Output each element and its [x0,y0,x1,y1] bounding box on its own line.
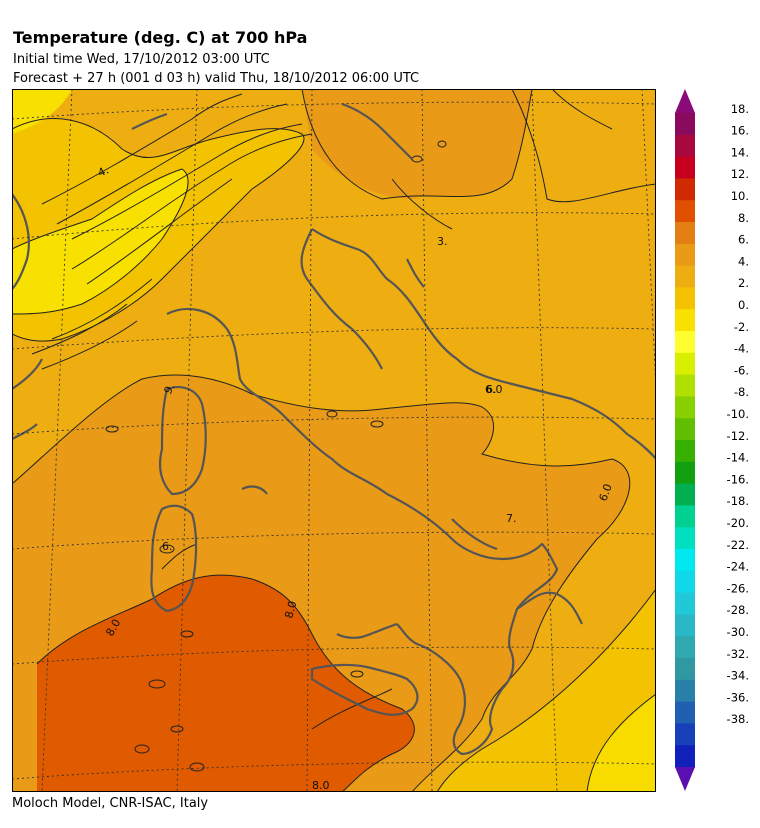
graticule [12,89,656,792]
legend-tick-label: -10. [727,407,749,421]
legend-tick-label: -18. [727,494,749,508]
legend-color-bin [675,592,695,615]
legend-color-bin [675,461,695,485]
legend-tick-label: -34. [727,669,749,683]
legend-tick-label: -26. [727,581,749,595]
legend-tick-label: -6. [734,363,749,377]
legend-color-bin [675,265,695,288]
legend-tick-label: 6. [738,233,749,247]
legend-color-bin [675,745,695,768]
legend-color-bin [675,723,695,746]
legend-tick-label: -16. [727,472,749,486]
legend-color-bin [675,440,695,463]
legend-color-bin [675,222,695,245]
legend-tick-label: 10. [731,189,749,203]
legend-color-bin [675,527,695,550]
legend-color-bin [675,113,695,136]
legend-color-bin [675,156,695,179]
legend-color-bin [675,243,695,267]
legend-tick-label: -20. [727,516,749,530]
legend-labels: 18. 16. 14. 12. 10. 8. 6. 4. 2. 0. -2. -4. -6. -8. -10… [727,102,749,726]
legend-color-bin [675,549,695,572]
chart-title: Temperature (deg. C) at 700 hPa [13,28,308,47]
legend-color-bin [675,505,695,528]
legend-color-bin [675,200,695,223]
legend-color-bin [675,352,695,376]
legend-color-bin [675,483,695,506]
legend-top-arrow [675,89,695,113]
legend-color-bin [675,287,695,310]
contour-label: 8.0 [312,779,330,792]
coastlines [12,102,656,756]
field-0-2-nw [12,169,189,314]
contour-label: 4. [96,163,111,179]
legend-color-bin [675,701,695,724]
legend-tick-label: -4. [734,342,749,356]
legend-tick-label: -22. [727,538,749,552]
field-0-2-se [587,694,656,792]
field-2-4-se [437,589,656,792]
legend-tick-label: -12. [727,429,749,443]
contour-label: 6. [162,540,173,553]
field-8-10 [37,575,415,792]
legend-tick-label: -24. [727,560,749,574]
legend-tick-label: 14. [731,145,749,159]
contour-label: 6.0 [597,482,615,503]
legend-color-bin [675,570,695,594]
forecast-valid-label: Forecast + 27 h (001 d 03 h) valid Thu, … [13,71,420,86]
color-legend: 18. 16. 14. 12. 10. 8. 6. 4. 2. 0. -2. -4. -6. -8. -10… [675,89,749,791]
legend-tick-label: 18. [731,102,749,116]
legend-tick-label: -8. [734,385,749,399]
legend-tick-label: 16. [731,124,749,138]
legend-tick-label: -28. [727,603,749,617]
legend-color-bin [675,396,695,419]
legend-tick-label: -36. [727,690,749,704]
legend-color-bin [675,418,695,441]
legend-tick-label: 4. [738,254,749,268]
legend-bottom-arrow [675,767,695,791]
contour-label: 7. [506,512,517,525]
legend-tick-label: -30. [727,625,749,639]
contour-label: 8.0 [282,600,299,620]
contour-label: 6.0 [485,383,503,396]
legend-color-bin [675,134,695,158]
legend-color-bin [675,309,695,332]
legend-tick-label: -32. [727,647,749,661]
legend-tick-label: 8. [738,211,749,225]
legend-tick-label: -38. [727,712,749,726]
legend-color-bin [675,331,695,354]
legend-color-bars [675,113,695,768]
map-frame [12,89,656,792]
contour-lines [12,89,656,792]
legend-color-bin [675,178,695,201]
legend-color-bin [675,374,695,397]
legend-color-bin [675,658,695,681]
contour-label: 6. [486,383,497,396]
legend-color-bin [675,614,695,637]
field-6-8-ne [302,89,532,199]
legend-color-bin [675,679,695,703]
legend-tick-label: 0. [738,298,749,312]
legend-tick-label: -14. [727,451,749,465]
legend-color-bin [675,636,695,659]
contour-label-group: 4. 3. 6. 6.0 6.0 7. 6. 8.0 8.0 8.0 9. [96,163,615,792]
legend-tick-label: 2. [738,276,749,290]
initial-time-label: Initial time Wed, 17/10/2012 03:00 UTC [13,52,270,67]
temperature-map: 4. 3. 6. 6.0 6.0 7. 6. 8.0 8.0 8.0 9. [12,89,656,792]
model-credit: Moloch Model, CNR-ISAC, Italy [12,796,209,811]
legend-tick-label: -2. [734,320,749,334]
contour-label: 3. [437,235,448,248]
legend-tick-label: 12. [731,167,749,181]
